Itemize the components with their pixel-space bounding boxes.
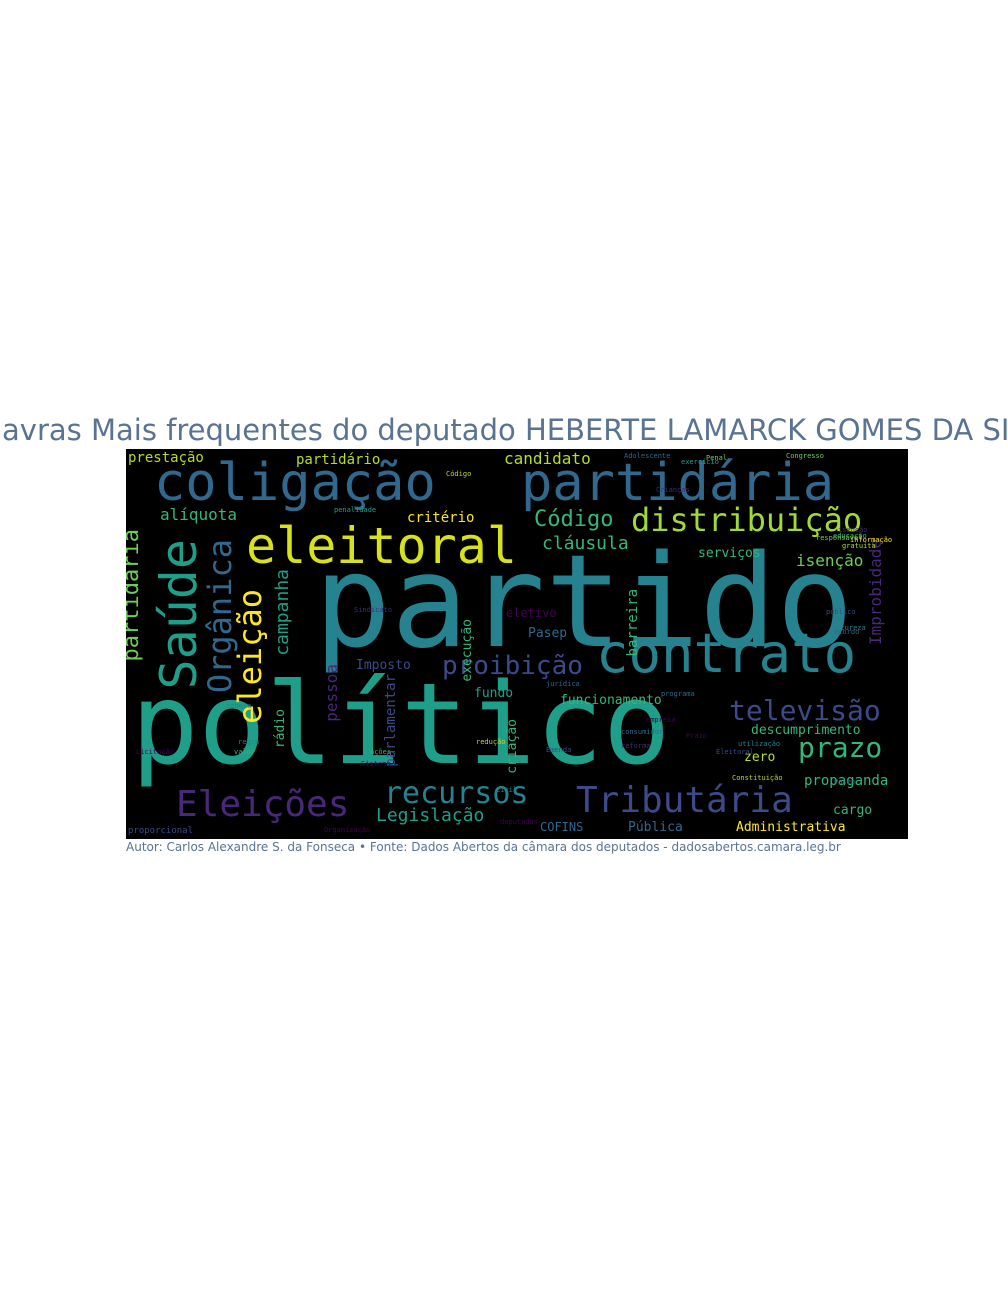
cloud-word: isenção xyxy=(838,526,868,534)
cloud-word: eleitoral xyxy=(246,517,517,575)
cloud-word: informação xyxy=(850,536,893,544)
cloud-word: Código xyxy=(446,470,472,478)
cloud-word: critério xyxy=(407,510,475,526)
cloud-word: distribuição xyxy=(631,501,863,539)
cloud-word: penalidade xyxy=(334,506,377,514)
cloud-word: partido xyxy=(314,528,854,677)
cloud-word: cláusula xyxy=(542,533,629,554)
cloud-word: partidária xyxy=(521,453,835,513)
cloud-word: educação xyxy=(833,532,867,540)
cloud-word: tabela xyxy=(226,702,252,710)
cloud-word: barreira xyxy=(625,589,641,657)
cloud-word: coligação xyxy=(154,453,436,513)
cloud-word: zero xyxy=(744,750,776,765)
cloud-word: Prazo xyxy=(686,732,708,740)
word-cloud: partido político coligação partidária contra… xyxy=(126,449,908,839)
page-title: Palavras Mais frequentes do deputado HEB… xyxy=(0,413,1008,447)
cloud-word: eletivo xyxy=(506,606,557,620)
cloud-word: cargo xyxy=(833,803,873,818)
cloud-word: acordo xyxy=(834,628,860,636)
cloud-word: Sistema xyxy=(361,760,391,768)
cloud-word: pessoa xyxy=(322,664,341,722)
cloud-word: redução xyxy=(476,738,506,746)
cloud-word: serviços xyxy=(698,546,761,561)
cloud-word: deputados xyxy=(500,818,538,826)
cloud-word: ações xyxy=(370,748,392,756)
cloud-word: Tributária xyxy=(576,780,793,821)
cloud-word: Sindicato xyxy=(354,606,392,614)
cloud-word: fundo xyxy=(474,686,514,701)
cloud-word: Crianças xyxy=(656,486,690,494)
cloud-word: prazo xyxy=(798,731,883,764)
cloud-word: gratuita xyxy=(842,542,876,550)
cloud-word: execução xyxy=(460,619,475,682)
cloud-word: isenção xyxy=(796,551,864,570)
cloud-word: partidária xyxy=(126,529,144,662)
cloud-word: rádio xyxy=(273,709,288,749)
cloud-word: Penal xyxy=(706,454,728,462)
cloud-word: natureza xyxy=(832,624,866,632)
cloud-word: Adolescente xyxy=(624,452,671,460)
cloud-word: empresa xyxy=(646,716,676,724)
cloud-word: público xyxy=(826,608,856,616)
cloud-word: partidário xyxy=(296,452,381,468)
cloud-word: utilização xyxy=(738,740,781,748)
cloud-word: consumidor xyxy=(621,728,664,736)
cloud-word: alíquota xyxy=(160,505,238,524)
cloud-word: Improbidade xyxy=(866,539,885,645)
cloud-word: Eleições xyxy=(176,784,350,825)
cloud-word: valor xyxy=(234,748,256,756)
cloud-word: criação xyxy=(505,719,520,774)
cloud-word: descumprimento xyxy=(751,723,861,738)
cloud-word: Orgânica xyxy=(201,539,239,694)
cloud-word: contrato xyxy=(596,622,857,685)
cloud-word: Código xyxy=(534,507,614,532)
cloud-word: Organização xyxy=(324,826,371,834)
cloud-word: jurídica xyxy=(546,680,580,688)
cloud-word: regra xyxy=(238,738,260,746)
cloud-word: Eleitoral xyxy=(716,748,754,756)
cloud-word: Pasep xyxy=(834,778,856,786)
cloud-word: proporcional xyxy=(128,826,194,836)
cloud-word: funcionamento xyxy=(560,693,662,708)
cloud-word: COFINS xyxy=(540,820,584,834)
cloud-word: Saúde xyxy=(150,539,208,690)
cloud-word: Congresso xyxy=(786,452,824,460)
cloud-word: político xyxy=(131,660,671,790)
cloud-word: prestação xyxy=(128,450,204,466)
caption: Autor: Carlos Alexandre S. da Fonseca • … xyxy=(126,840,841,854)
cloud-word: Pública xyxy=(628,820,683,835)
cloud-word: propaganda xyxy=(804,773,889,789)
cloud-word: proibição xyxy=(442,651,583,681)
cloud-word: campanha xyxy=(272,569,293,656)
cloud-word: Imposto xyxy=(356,658,411,673)
cloud-word: exercício xyxy=(681,458,719,466)
cloud-word: reforma xyxy=(621,742,651,750)
cloud-word: Constituição xyxy=(732,774,783,782)
cloud-word: Pasep xyxy=(528,626,568,641)
cloud-word: responsável xyxy=(816,534,863,542)
cloud-word: Emenda xyxy=(546,746,572,754)
cloud-word: televisão xyxy=(729,694,881,727)
cloud-word: Licitação xyxy=(136,748,174,756)
cloud-word: Civil xyxy=(496,786,518,794)
cloud-word: Legislação xyxy=(376,805,485,826)
cloud-word: Administrativa xyxy=(736,820,846,835)
cloud-word: programa xyxy=(661,690,695,698)
cloud-word: candidato xyxy=(504,449,591,468)
cloud-word: recursos xyxy=(384,776,529,811)
